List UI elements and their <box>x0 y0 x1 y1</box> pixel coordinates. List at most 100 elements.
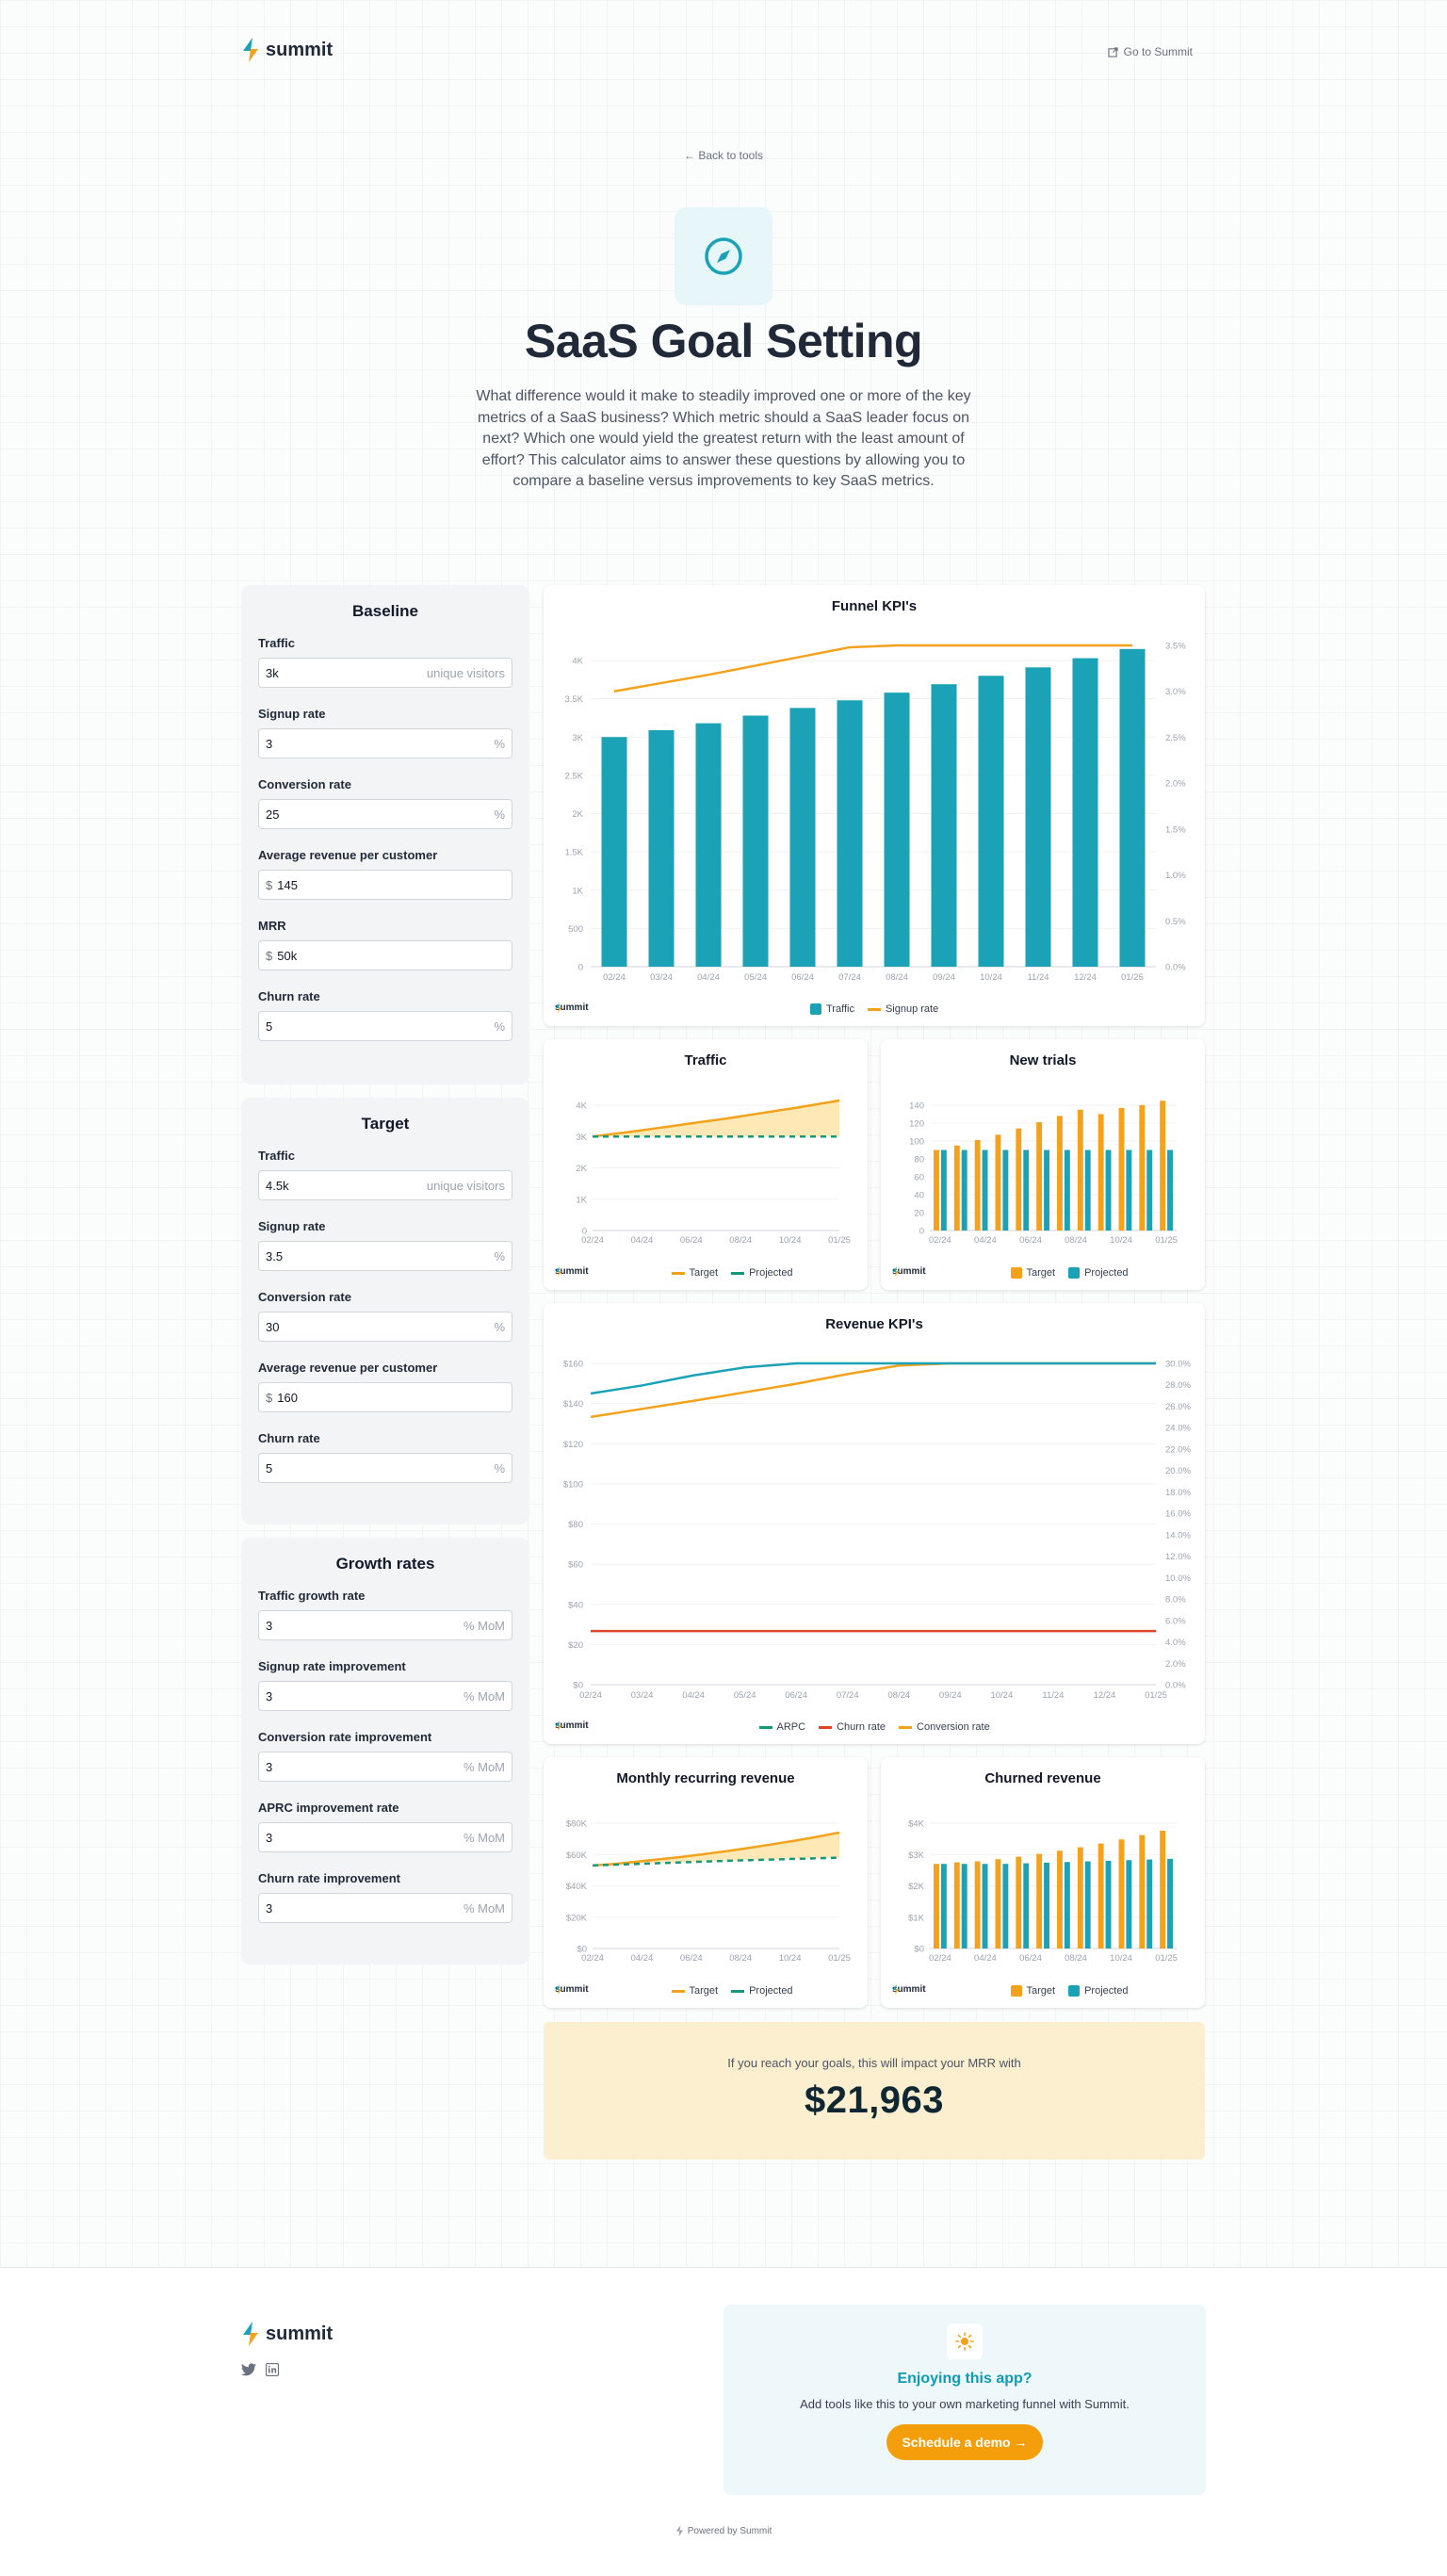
y-tick-label: $140 <box>563 1399 583 1410</box>
target-bar[interactable] <box>1118 1839 1125 1948</box>
growth-churn-rate-improvement-input[interactable]: 3 % MoM <box>258 1893 512 1923</box>
header-logo[interactable]: summit <box>241 38 333 62</box>
growth-conversion-rate-improvement-input[interactable]: 3 % MoM <box>258 1752 512 1782</box>
target-bar[interactable] <box>1036 1853 1043 1948</box>
projected-bar[interactable] <box>1023 1149 1030 1231</box>
projected-bar[interactable] <box>1105 1149 1112 1231</box>
projected-bar[interactable] <box>1105 1860 1112 1948</box>
target-conversion-rate-input[interactable]: 30% <box>258 1312 512 1342</box>
schedule-demo-button[interactable]: Schedule a demo → <box>886 2424 1043 2460</box>
legend-item[interactable]: Churn rate <box>819 1721 886 1733</box>
projected-bar[interactable] <box>1002 1864 1009 1948</box>
traffic-bar[interactable] <box>884 693 910 967</box>
growth-aprc-improvement-rate-input[interactable]: 3 % MoM <box>258 1822 512 1852</box>
baseline-average-revenue-per-customer-input[interactable]: $145 <box>258 870 512 900</box>
footer-logo[interactable]: summit <box>241 2322 333 2346</box>
goto-summit-link[interactable]: Go to Summit <box>1108 45 1193 58</box>
target-churn-rate-input[interactable]: 5% <box>258 1453 512 1483</box>
legend-item[interactable]: Projected <box>731 1267 793 1279</box>
baseline-churn-rate-input[interactable]: 5% <box>258 1011 512 1041</box>
twitter-icon[interactable] <box>241 2363 256 2376</box>
legend-item[interactable]: Target <box>1010 1985 1055 1997</box>
legend-item[interactable]: Traffic <box>810 1003 854 1015</box>
projected-bar[interactable] <box>1167 1149 1173 1231</box>
target-bar[interactable] <box>1036 1122 1043 1231</box>
back-to-tools-link[interactable]: ← Back to tools <box>0 149 1447 162</box>
target-bar[interactable] <box>1160 1101 1166 1231</box>
projected-bar[interactable] <box>982 1149 988 1231</box>
projected-bar[interactable] <box>982 1864 988 1948</box>
chart-legend: Traffic Signup rate <box>810 1003 938 1015</box>
traffic-bar[interactable] <box>978 676 1004 967</box>
target-bar[interactable] <box>1139 1105 1146 1231</box>
traffic-bar[interactable] <box>1119 648 1146 967</box>
legend-item[interactable]: ARPC <box>758 1721 805 1733</box>
projected-bar[interactable] <box>1084 1149 1091 1231</box>
traffic-bar[interactable] <box>931 684 957 967</box>
target-bar[interactable] <box>1016 1128 1022 1231</box>
projected-bar[interactable] <box>1044 1862 1049 1948</box>
target-bar[interactable] <box>934 1149 939 1231</box>
target-bar[interactable] <box>1077 1109 1083 1231</box>
target-bar[interactable] <box>1097 1843 1104 1948</box>
traffic-bar[interactable] <box>742 715 769 968</box>
target-bar[interactable] <box>953 1145 960 1231</box>
projected-bar[interactable] <box>940 1864 947 1948</box>
projected-bar[interactable] <box>1064 1862 1070 1948</box>
target-bar[interactable] <box>995 1134 1001 1231</box>
target-bar[interactable] <box>1057 1850 1063 1948</box>
baseline-mrr-input[interactable]: $50k <box>258 940 512 970</box>
target-bar[interactable] <box>974 1861 981 1948</box>
target-bar[interactable] <box>953 1862 960 1948</box>
target-bar[interactable] <box>1016 1856 1022 1948</box>
target-bar[interactable] <box>1097 1114 1104 1231</box>
projected-bar[interactable] <box>1146 1149 1153 1231</box>
target-bar[interactable] <box>934 1864 939 1948</box>
legend-item[interactable]: Target <box>1010 1267 1055 1279</box>
legend-item[interactable]: Signup rate <box>867 1003 938 1015</box>
projected-bar[interactable] <box>1044 1149 1049 1231</box>
baseline-traffic-input[interactable]: 3k unique visitors <box>258 658 512 688</box>
target-bar[interactable] <box>1057 1116 1063 1231</box>
target-traffic-input[interactable]: 4.5k unique visitors <box>258 1170 512 1200</box>
target-bar[interactable] <box>1118 1107 1125 1231</box>
traffic-bar[interactable] <box>789 708 816 967</box>
traffic-bar[interactable] <box>1072 658 1098 967</box>
field-value: 145 <box>277 877 298 892</box>
projected-bar[interactable] <box>1167 1858 1173 1948</box>
traffic-bar[interactable] <box>695 723 722 967</box>
traffic-bar[interactable] <box>837 700 863 967</box>
legend-item[interactable]: Target <box>671 1267 718 1279</box>
traffic-bar[interactable] <box>601 737 627 967</box>
target-bar[interactable] <box>995 1859 1001 1948</box>
growth-signup-rate-improvement-input[interactable]: 3 % MoM <box>258 1681 512 1711</box>
projected-bar[interactable] <box>1084 1861 1091 1948</box>
target-average-revenue-per-customer-input[interactable]: $160 <box>258 1382 512 1412</box>
legend-item[interactable]: Projected <box>1068 1267 1129 1279</box>
projected-bar[interactable] <box>1146 1859 1153 1948</box>
traffic-bar[interactable] <box>1025 667 1051 967</box>
legend-item[interactable]: Conversion rate <box>899 1721 990 1733</box>
powered-by[interactable]: Powered by Summit <box>0 2525 1447 2536</box>
target-bar[interactable] <box>974 1140 981 1231</box>
projected-bar[interactable] <box>1064 1149 1070 1231</box>
projected-bar[interactable] <box>940 1149 947 1231</box>
projected-bar[interactable] <box>1126 1860 1132 1948</box>
projected-bar[interactable] <box>1023 1863 1030 1948</box>
projected-bar[interactable] <box>1002 1149 1009 1231</box>
projected-bar[interactable] <box>961 1864 967 1948</box>
target-bar[interactable] <box>1139 1834 1146 1948</box>
legend-item[interactable]: Projected <box>731 1985 793 1997</box>
linkedin-icon[interactable] <box>266 2363 279 2376</box>
target-signup-rate-input[interactable]: 3.5% <box>258 1241 512 1271</box>
target-bar[interactable] <box>1077 1847 1083 1948</box>
traffic-bar[interactable] <box>648 729 675 967</box>
baseline-signup-rate-input[interactable]: 3% <box>258 728 512 758</box>
legend-item[interactable]: Target <box>671 1985 718 1997</box>
legend-item[interactable]: Projected <box>1068 1985 1129 1997</box>
projected-bar[interactable] <box>961 1149 967 1231</box>
growth-traffic-growth-rate-input[interactable]: 3 % MoM <box>258 1610 512 1640</box>
baseline-conversion-rate-input[interactable]: 25% <box>258 799 512 829</box>
projected-bar[interactable] <box>1126 1149 1132 1231</box>
target-bar[interactable] <box>1160 1830 1166 1948</box>
